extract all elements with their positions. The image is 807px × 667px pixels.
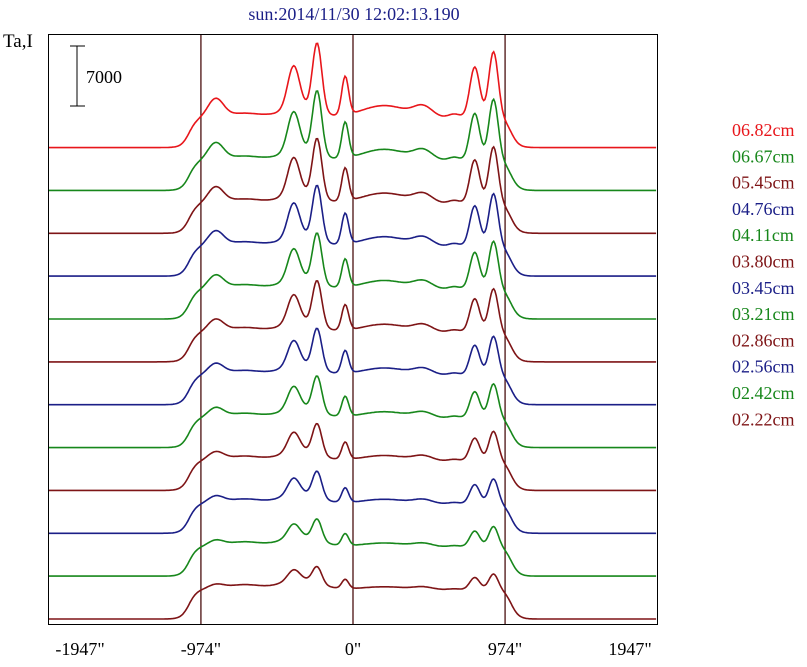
series-line-04.76cm [49,184,657,277]
x-tick-label: 0" [345,639,361,659]
series-line-03.80cm [49,280,657,363]
legend-entry: 05.45cm [732,173,795,193]
series-line-02.86cm [49,422,657,492]
x-tick-label: -1947" [55,639,104,659]
series-line-03.21cm [49,375,657,449]
legend-entry: 02.42cm [732,383,795,403]
legend-entry: 02.86cm [732,330,795,350]
series-line-03.45cm [49,327,657,406]
series-line-02.56cm [49,470,657,535]
legend-entry: 06.82cm [732,120,795,140]
series-line-05.45cm [49,137,657,235]
legend-entry: 04.11cm [732,225,794,245]
legend-entry: 06.67cm [732,146,795,166]
series-line-04.11cm [49,232,657,320]
scale-bar: 7000 [70,45,122,107]
series-line-06.82cm [49,42,657,149]
plot-frame [48,34,658,625]
x-tick-label: 1947" [608,639,651,659]
series-line-06.67cm [49,90,657,192]
series-line-02.42cm [49,518,657,577]
series-line-02.22cm [49,565,657,620]
legend-entry: 04.76cm [732,199,795,219]
chart-title: sun:2014/11/30 12:02:13.190 [248,4,459,24]
x-tick-label: 974" [488,639,522,659]
x-tick-label: -974" [181,639,221,659]
y-axis-label: Ta,I [3,31,33,52]
legend-entry: 03.21cm [732,304,795,324]
legend-entry: 03.80cm [732,252,795,272]
legend-entry: 03.45cm [732,278,795,298]
scale-bar-label: 7000 [86,67,122,87]
legend-entry: 02.22cm [732,409,795,429]
legend-entry: 02.56cm [732,357,795,377]
